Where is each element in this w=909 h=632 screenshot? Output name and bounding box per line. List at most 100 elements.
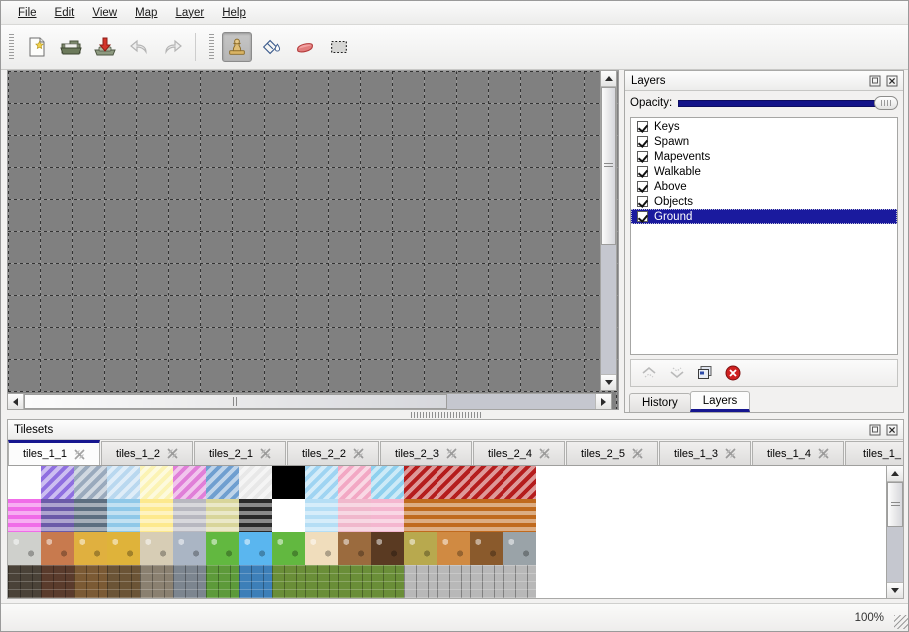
scroll-track-vertical[interactable] (601, 87, 616, 374)
layer-visibility-checkbox[interactable] (637, 181, 648, 192)
tile-cell[interactable] (173, 466, 206, 499)
redo-button[interactable] (158, 32, 188, 62)
tile-cell[interactable] (305, 499, 338, 532)
tile-cell[interactable] (8, 466, 41, 499)
tile-cell[interactable] (272, 532, 305, 565)
tileset-tab-tiles_1_[interactable]: tiles_1_ (845, 441, 903, 465)
scroll-thumb-vertical[interactable] (601, 87, 616, 245)
tileset-tab-tiles_1_4[interactable]: tiles_1_4 (752, 441, 844, 465)
tile-cell[interactable] (338, 499, 371, 532)
eraser-tool-button[interactable] (290, 32, 320, 62)
undock-icon[interactable] (868, 423, 882, 437)
scroll-down-button[interactable] (601, 374, 616, 390)
layer-row[interactable]: Mapevents (631, 149, 897, 164)
scroll-right-button[interactable] (595, 394, 611, 409)
tile-cell[interactable] (272, 466, 305, 499)
tileset-tabs[interactable]: tiles_1_1 tiles_1_2 tiles_2_1 tiles_2_2 tile… (8, 440, 903, 466)
tile-cell[interactable] (140, 565, 173, 598)
tile-cell[interactable] (272, 499, 305, 532)
tools-drag-grip[interactable] (207, 34, 216, 60)
tile-cell[interactable] (74, 565, 107, 598)
menu-help[interactable]: Help (213, 3, 255, 23)
menu-edit[interactable]: Edit (46, 3, 84, 23)
tile-cell[interactable] (107, 565, 140, 598)
opacity-slider[interactable] (678, 95, 898, 111)
scroll-track-horizontal[interactable] (24, 394, 595, 409)
tile-cell[interactable] (140, 499, 173, 532)
tile-cell[interactable] (371, 532, 404, 565)
tile-cell[interactable] (8, 499, 41, 532)
tileset-scroll-down-button[interactable] (887, 582, 903, 598)
layer-visibility-checkbox[interactable] (637, 121, 648, 132)
menu-view[interactable]: View (83, 3, 126, 23)
tile-cell[interactable] (206, 532, 239, 565)
tile-cell[interactable] (239, 565, 272, 598)
tileset-tab-tiles_2_4[interactable]: tiles_2_4 (473, 441, 565, 465)
menu-file[interactable]: File (9, 3, 46, 23)
close-icon[interactable] (885, 423, 899, 437)
tileset-tab-close-icon[interactable] (167, 448, 178, 459)
tile-cell[interactable] (41, 532, 74, 565)
tile-cell[interactable] (173, 565, 206, 598)
tileset-tab-tiles_1_3[interactable]: tiles_1_3 (659, 441, 751, 465)
tile-cell[interactable] (437, 532, 470, 565)
scroll-thumb-horizontal[interactable] (24, 394, 447, 409)
canvas-vertical-scrollbar[interactable] (600, 70, 617, 391)
tile-cell[interactable] (338, 532, 371, 565)
layer-row[interactable]: Above (631, 179, 897, 194)
tile-cell[interactable] (239, 466, 272, 499)
layer-visibility-checkbox[interactable] (637, 196, 648, 207)
tile-cell[interactable] (8, 565, 41, 598)
close-icon[interactable] (885, 74, 899, 88)
tile-cell[interactable] (206, 565, 239, 598)
tile-cell[interactable] (173, 499, 206, 532)
tile-cell[interactable] (437, 499, 470, 532)
duplicate-layer-button[interactable] (695, 363, 715, 383)
tile-cell[interactable] (74, 466, 107, 499)
move-layer-down-button[interactable] (667, 363, 687, 383)
tileset-tab-close-icon[interactable] (818, 448, 829, 459)
tileset-tab-tiles_1_1[interactable]: tiles_1_1 (8, 440, 100, 465)
tile-cell[interactable] (206, 466, 239, 499)
tileset-tab-tiles_2_3[interactable]: tiles_2_3 (380, 441, 472, 465)
select-tool-button[interactable] (324, 32, 354, 62)
tile-cell[interactable] (470, 499, 503, 532)
tileset-scroll-up-button[interactable] (887, 466, 903, 482)
undock-icon[interactable] (868, 74, 882, 88)
layer-visibility-checkbox[interactable] (637, 166, 648, 177)
scroll-up-button[interactable] (601, 71, 616, 87)
window-resize-grip[interactable] (894, 615, 908, 629)
tile-cell[interactable] (140, 466, 173, 499)
tileset-tab-close-icon[interactable] (539, 448, 550, 459)
tile-cell[interactable] (305, 565, 338, 598)
tileset-tab-close-icon[interactable] (353, 448, 364, 459)
panel-tab-layers[interactable]: Layers (689, 391, 751, 412)
canvas-horizontal-scrollbar[interactable] (7, 393, 612, 410)
tile-cell[interactable] (404, 466, 437, 499)
open-map-button[interactable] (56, 32, 86, 62)
tile-cell[interactable] (8, 532, 41, 565)
undo-button[interactable] (124, 32, 154, 62)
stamp-tool-button[interactable] (222, 32, 252, 62)
scroll-left-button[interactable] (8, 394, 24, 409)
tile-cell[interactable] (74, 499, 107, 532)
tile-cell[interactable] (305, 466, 338, 499)
tile-cell[interactable] (140, 532, 173, 565)
tileset-scroll-thumb[interactable] (887, 482, 903, 527)
tile-cell[interactable] (404, 565, 437, 598)
layer-visibility-checkbox[interactable] (637, 151, 648, 162)
tile-cell[interactable] (107, 532, 140, 565)
tile-cell[interactable] (338, 466, 371, 499)
delete-layer-button[interactable] (723, 363, 743, 383)
layer-row[interactable]: Spawn (631, 134, 897, 149)
tile-cell[interactable] (272, 565, 305, 598)
tile-cell[interactable] (74, 532, 107, 565)
tileset-scroll-track[interactable] (887, 482, 903, 582)
move-layer-up-button[interactable] (639, 363, 659, 383)
menu-map[interactable]: Map (126, 3, 166, 23)
tile-cell[interactable] (107, 499, 140, 532)
tile-cell[interactable] (503, 499, 536, 532)
layer-row[interactable]: Objects (631, 194, 897, 209)
tile-cell[interactable] (206, 499, 239, 532)
tile-cell[interactable] (371, 466, 404, 499)
